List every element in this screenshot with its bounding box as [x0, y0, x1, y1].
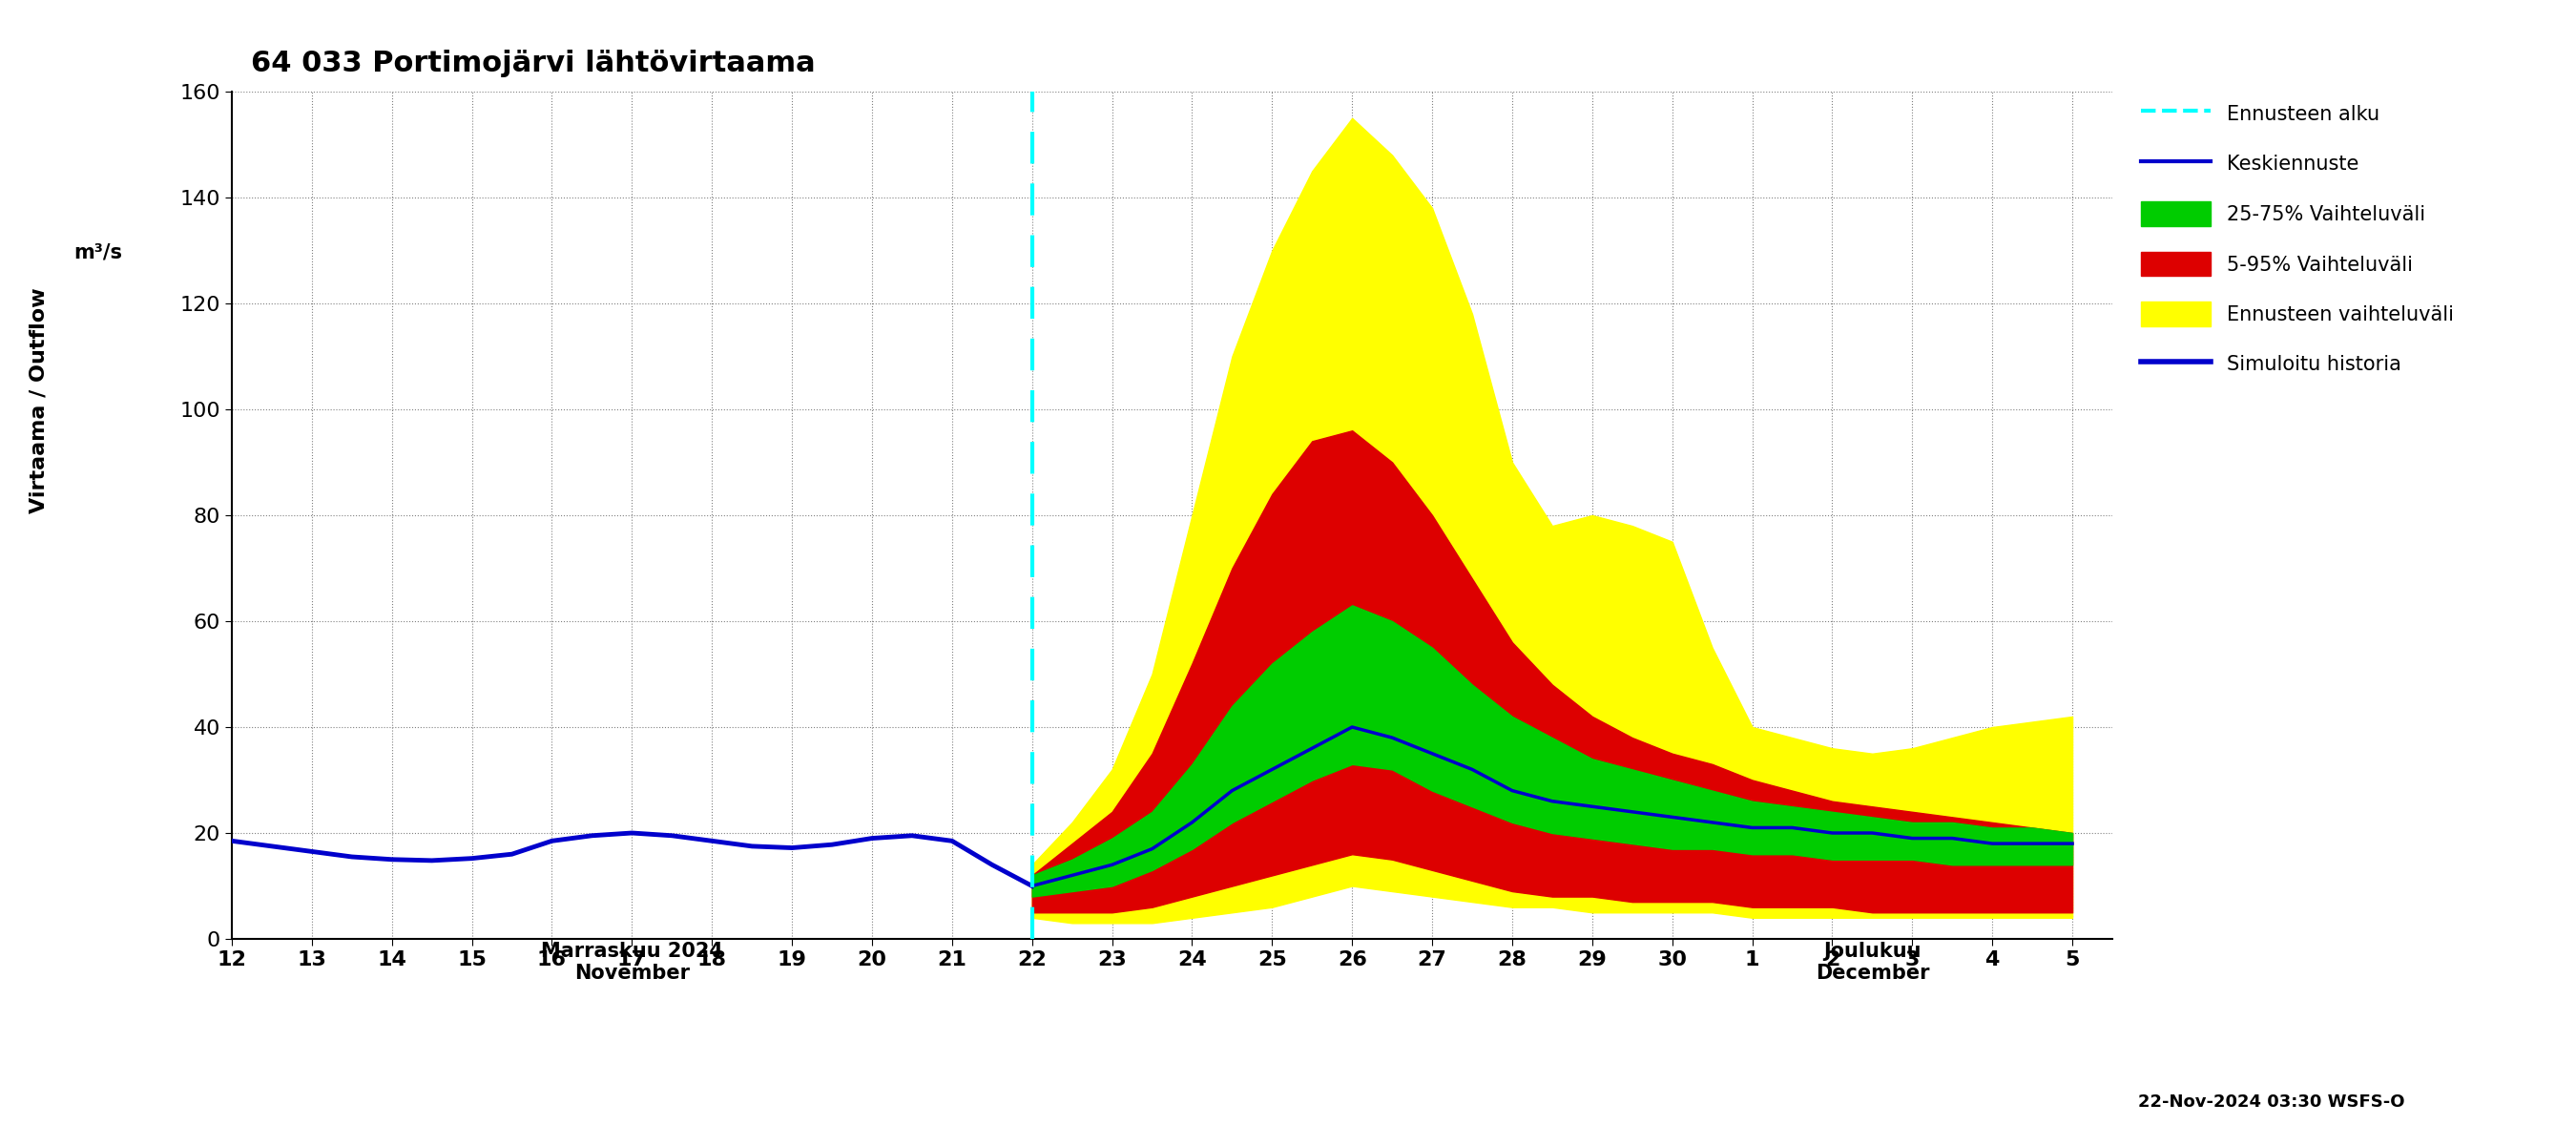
Text: Marraskuu 2024
November: Marraskuu 2024 November [541, 941, 724, 982]
Text: m³/s: m³/s [75, 243, 121, 261]
Text: 22-Nov-2024 03:30 WSFS-O: 22-Nov-2024 03:30 WSFS-O [2138, 1093, 2406, 1111]
Text: Joulukuu
December: Joulukuu December [1816, 941, 1929, 982]
Text: Virtaama / Outflow: Virtaama / Outflow [28, 287, 49, 514]
Legend: Ennusteen alku, Keskiennuste, 25-75% Vaihteluväli, 5-95% Vaihteluväli, Ennusteen: Ennusteen alku, Keskiennuste, 25-75% Vai… [2130, 92, 2463, 386]
Text: 64 033 Portimojärvi lähtövirtaama: 64 033 Portimojärvi lähtövirtaama [250, 49, 814, 78]
